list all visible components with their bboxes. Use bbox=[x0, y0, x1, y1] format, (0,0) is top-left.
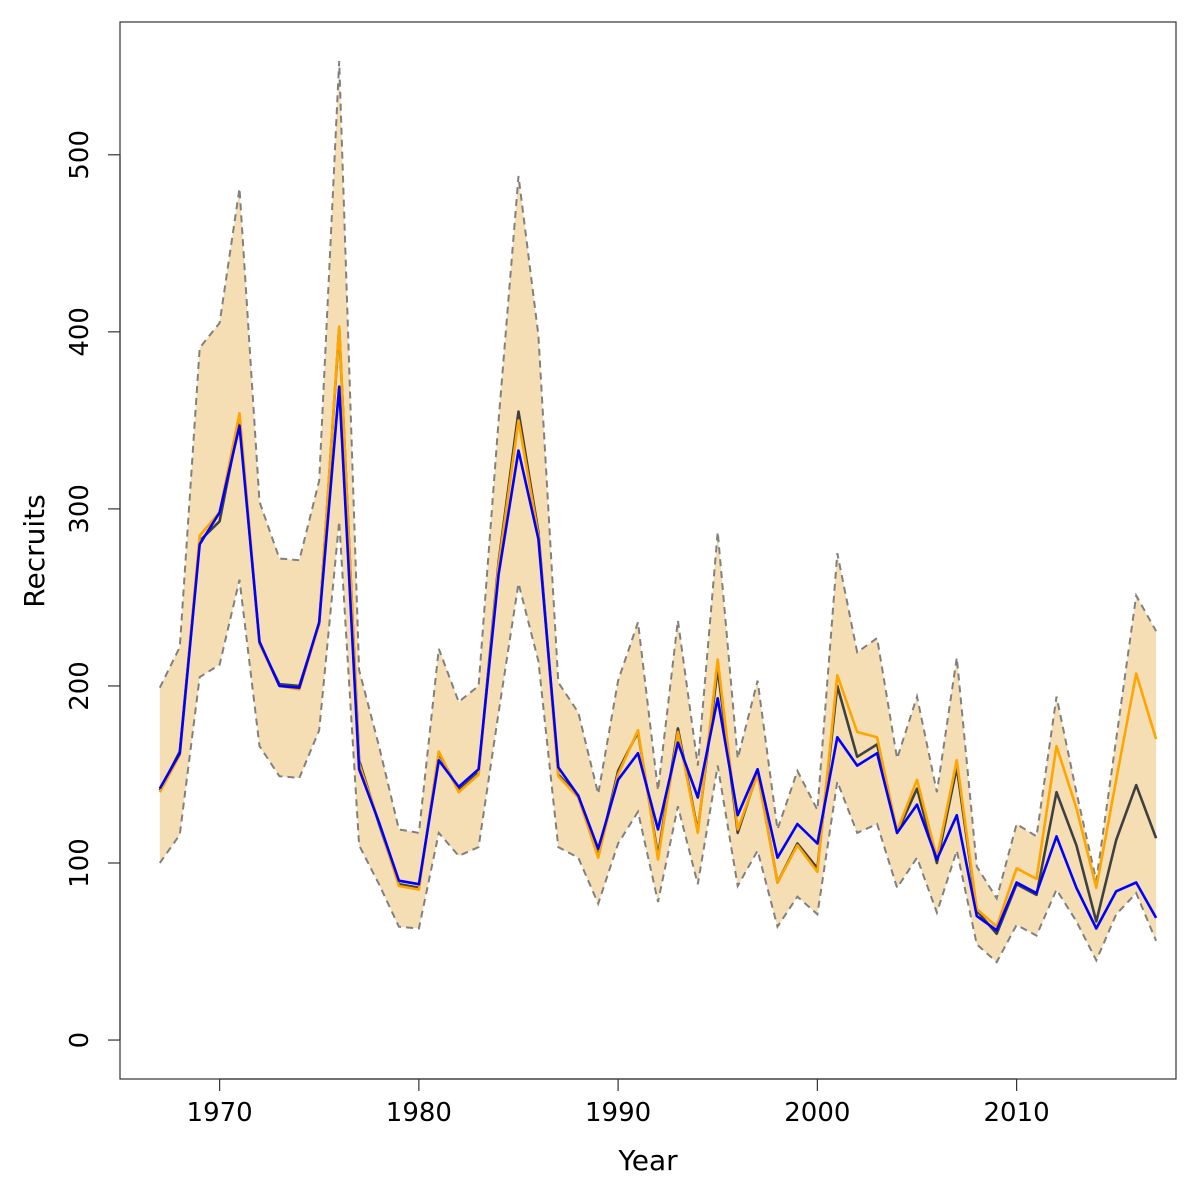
series-lines bbox=[158, 325, 1158, 936]
y-tick-label: 500 bbox=[65, 130, 95, 180]
y-axis: 0 100 200 300 400 500 bbox=[65, 130, 121, 1049]
x-tick-label: 1990 bbox=[585, 1098, 651, 1128]
series-line-3 bbox=[158, 385, 1158, 932]
x-tick-label: 1970 bbox=[187, 1098, 253, 1128]
x-axis-title: Year bbox=[617, 1144, 678, 1177]
y-tick-label: 100 bbox=[65, 838, 95, 888]
y-tick-label: 400 bbox=[65, 307, 95, 357]
x-axis: 1970 1980 1990 2000 2010 bbox=[187, 1078, 1050, 1128]
series-line-2 bbox=[158, 325, 1158, 929]
y-axis-title: Recruits bbox=[18, 494, 51, 607]
band-lower-line bbox=[158, 521, 1158, 964]
band-fill bbox=[159, 61, 1157, 963]
x-tick-label: 2010 bbox=[984, 1098, 1050, 1128]
confidence-band bbox=[158, 60, 1158, 964]
y-tick-label: 200 bbox=[65, 661, 95, 711]
x-tick-label: 1980 bbox=[386, 1098, 452, 1128]
x-tick-label: 2000 bbox=[784, 1098, 850, 1128]
y-tick-label: 0 bbox=[65, 1032, 95, 1049]
y-tick-label: 300 bbox=[65, 484, 95, 534]
band-upper-line bbox=[158, 60, 1157, 901]
